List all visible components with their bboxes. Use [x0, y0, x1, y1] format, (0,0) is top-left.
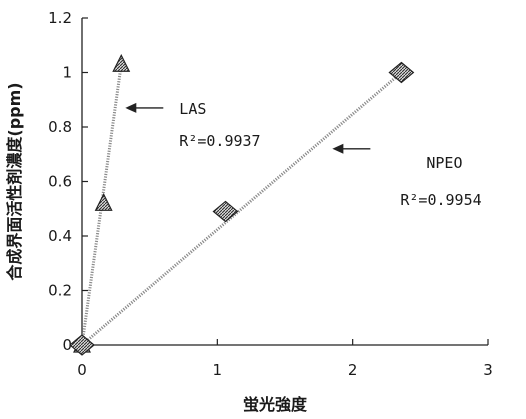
x-tick-label: 0 — [77, 361, 87, 379]
axes: 0 0.2 0.4 0.6 0.8 1 1.2 0 1 2 3 — [48, 9, 493, 379]
arrow-head-npeo — [332, 143, 344, 154]
fit-line-npeo — [81, 71, 403, 347]
markers — [69, 53, 415, 356]
marker-npeo — [212, 200, 239, 223]
r2-label-las: R²=0.9937 — [179, 132, 260, 150]
y-tick-label: 0.2 — [48, 282, 72, 300]
y-axis-title: 合成界面活性剤濃度(ppm) — [5, 82, 24, 280]
x-tick-label: 3 — [483, 361, 493, 379]
fit-line-las — [80, 64, 123, 346]
x-tick-label: 2 — [348, 361, 358, 379]
marker-las — [112, 53, 131, 72]
arrow-head-las — [125, 102, 137, 113]
r2-label-npeo: R²=0.9954 — [400, 191, 481, 209]
y-tick-label: 0.8 — [48, 118, 72, 136]
y-tick-label: 0 — [62, 336, 72, 354]
fit-lines — [80, 64, 403, 347]
annotations: LAS R²=0.9937 NPEO R²=0.9954 — [125, 100, 482, 209]
series-label-npeo: NPEO — [426, 154, 462, 172]
y-tick-label: 1.2 — [48, 9, 72, 27]
y-tick-label: 0.4 — [48, 227, 72, 245]
y-tick-label: 1 — [62, 64, 72, 82]
y-tick-label: 0.6 — [48, 173, 72, 191]
x-axis-title: 蛍光強度 — [243, 395, 308, 414]
series-label-las: LAS — [179, 100, 206, 118]
x-tick-label: 1 — [213, 361, 223, 379]
marker-npeo — [388, 61, 415, 84]
marker-las — [94, 192, 113, 211]
marker-npeo — [69, 334, 95, 356]
